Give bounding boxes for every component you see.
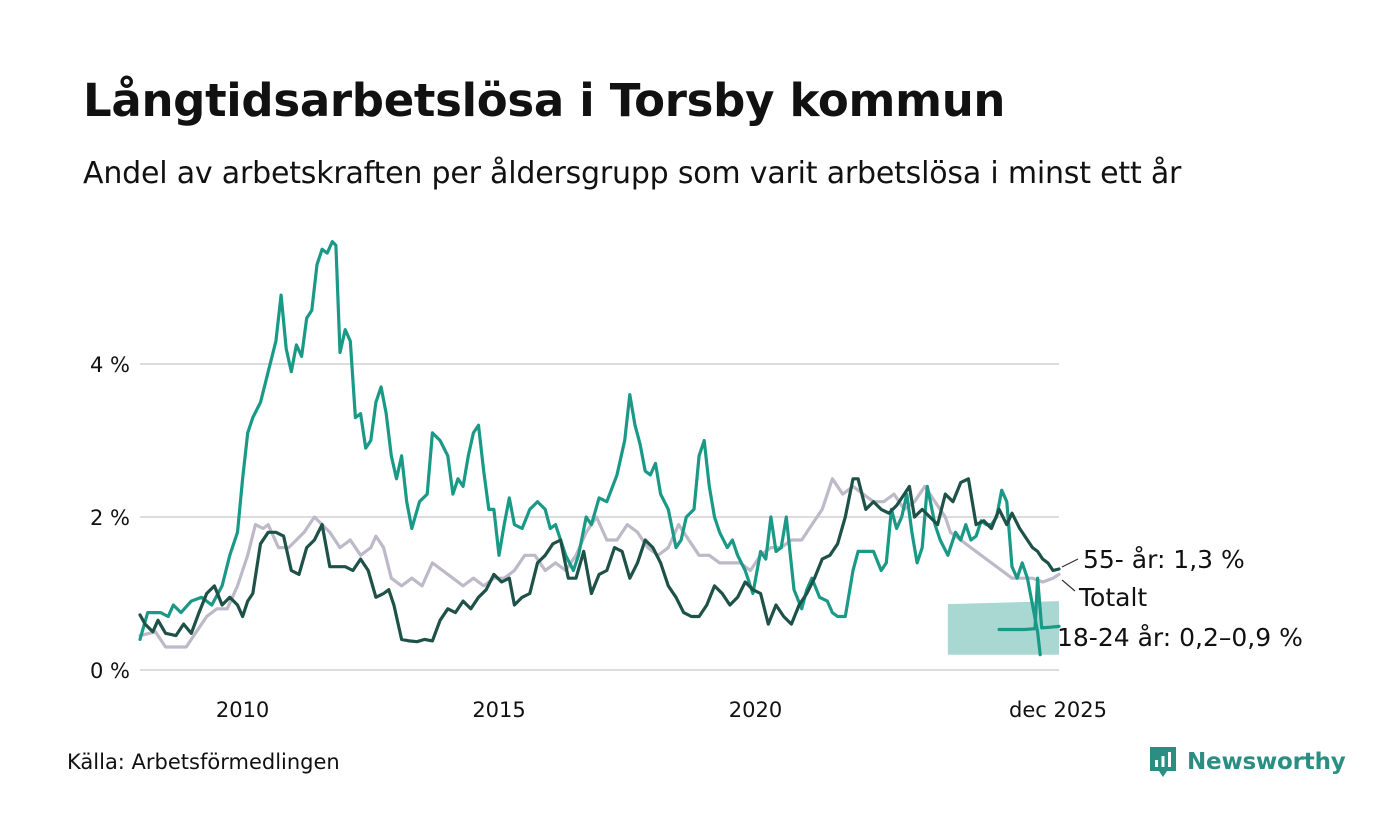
grid-lines <box>140 363 1059 671</box>
source-note: Källa: Arbetsförmedlingen <box>67 750 340 774</box>
55-r-label-leader <box>1061 558 1079 568</box>
x-tick-label: 2015 <box>472 698 525 722</box>
x-tick-label: 2020 <box>729 698 782 722</box>
x-tick-label: dec 2025 <box>1009 698 1107 722</box>
series-line-18-24-r-recent <box>997 576 1061 632</box>
newsworthy-logo-icon <box>1150 747 1176 777</box>
brand-name: Newsworthy <box>1187 749 1346 775</box>
y-axis: 0 % 2 % 4 % <box>90 353 130 683</box>
series-line-18-24-r <box>138 240 1042 657</box>
chart-subtitle: Andel av arbetskraften per åldersgrupp s… <box>83 156 1182 191</box>
55-r-end-label: 55- år: 1,3 % <box>1083 545 1245 574</box>
18-24-r-end-label: 18-24 år: 0,2–0,9 % <box>1057 623 1303 652</box>
y-tick-label: 2 % <box>90 506 130 530</box>
y-tick-label: 4 % <box>90 353 130 377</box>
series-labels: 55- år: 1,3 % Totalt 18-24 år: 0,2–0,9 % <box>1057 545 1303 652</box>
x-tick-label: 2010 <box>216 698 269 722</box>
series-line-55-r <box>138 477 1061 644</box>
chart-title: Långtidsarbetslösa i Torsby kommun <box>83 74 1006 127</box>
totalt-label-leader <box>1061 579 1076 592</box>
totalt-end-label: Totalt <box>1078 583 1147 612</box>
brand-logo-link[interactable]: Newsworthy <box>1148 744 1346 780</box>
x-axis: 2010 2015 2020 dec 2025 <box>216 698 1107 722</box>
y-tick-label: 0 % <box>90 659 130 683</box>
series-lines <box>138 240 1061 657</box>
series-line-totalt <box>138 477 1061 649</box>
